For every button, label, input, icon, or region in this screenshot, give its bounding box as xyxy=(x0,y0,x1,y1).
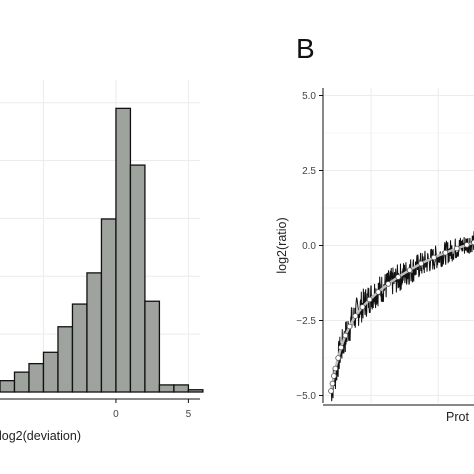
ratio-point xyxy=(366,296,373,303)
ratio-point xyxy=(418,260,424,267)
ratio-point xyxy=(464,242,470,248)
panel-letter-b: B xyxy=(296,33,315,64)
histogram-x-tick-label: 5 xyxy=(186,409,192,420)
histogram-x-axis-label: log2(deviation) xyxy=(0,429,81,443)
histogram-bar xyxy=(42,351,59,393)
ratio-y-tick-label: 0.0 xyxy=(302,241,316,252)
ratio-point xyxy=(431,254,437,261)
histogram-bar xyxy=(158,384,175,393)
histogram-bar xyxy=(71,303,88,393)
ratio-y-tick-label: 5.0 xyxy=(302,91,316,102)
histogram-bar xyxy=(0,380,16,393)
ratio-point xyxy=(346,323,353,330)
ratio-point xyxy=(338,344,344,351)
histogram-bar xyxy=(173,384,190,393)
histogram-bar xyxy=(13,371,30,393)
histogram-bar xyxy=(129,164,146,393)
ratio-y-tick-label: −5.0 xyxy=(296,391,316,402)
ratio-point xyxy=(342,332,349,339)
histogram-bar xyxy=(57,326,74,393)
ratio-point xyxy=(406,267,413,273)
ratio-point xyxy=(328,388,334,394)
ratio-noisy-line xyxy=(330,231,474,402)
ratio-point xyxy=(375,289,381,295)
ratio-y-axis-label: log2(ratio) xyxy=(275,217,289,273)
ratio-point xyxy=(359,304,366,310)
histogram-bar xyxy=(144,300,161,393)
ratio-point xyxy=(442,249,449,256)
ratio-point xyxy=(332,365,339,372)
ratio-point xyxy=(385,281,392,287)
histogram-gridlines xyxy=(0,80,200,393)
ratio-point xyxy=(471,239,474,246)
ratio-panel: B 5.0 2.5 0.0 −2.5 −5.0 log2(ratio) Prot xyxy=(275,33,474,424)
histogram-bar xyxy=(28,362,45,393)
ratio-y-ticks: 5.0 2.5 0.0 −2.5 −5.0 xyxy=(296,91,323,402)
ratio-point xyxy=(395,274,402,280)
ratio-series xyxy=(328,231,474,402)
histogram-bar xyxy=(100,218,117,393)
histogram-x-tick-label: 0 xyxy=(113,409,119,420)
ratio-point xyxy=(454,245,460,252)
ratio-x-axis-label: Prot xyxy=(446,410,469,424)
ratio-point xyxy=(329,380,336,387)
ratio-gridlines xyxy=(323,88,474,403)
ratio-point xyxy=(335,355,341,361)
ratio-y-tick-label: 2.5 xyxy=(302,166,316,177)
histogram-bars xyxy=(0,107,204,393)
histogram-bar xyxy=(115,107,132,393)
ratio-point xyxy=(352,313,359,319)
histogram-bar xyxy=(187,389,204,393)
ratio-point xyxy=(331,373,337,379)
ratio-y-tick-label: −2.5 xyxy=(296,316,316,327)
histogram-bar xyxy=(86,272,103,393)
